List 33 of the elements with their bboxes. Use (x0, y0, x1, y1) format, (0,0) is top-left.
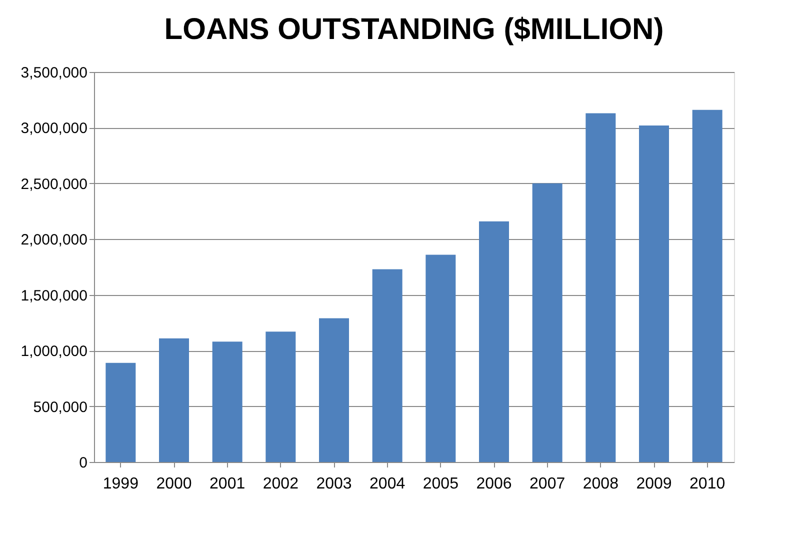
y-tick-label: 2,000,000 (20, 232, 88, 249)
bar (106, 362, 136, 462)
x-tick-label: 2006 (476, 476, 512, 492)
x-tick-label: 2010 (690, 476, 726, 492)
bar (479, 221, 509, 462)
x-tick-label: 2009 (636, 476, 672, 492)
y-tick-label: 500,000 (33, 398, 88, 416)
bar (212, 342, 242, 462)
x-tick-label: 2005 (422, 476, 459, 492)
y-tick-label: 1,000,000 (20, 343, 88, 360)
bar (586, 113, 616, 462)
bar (692, 110, 722, 462)
bar (372, 269, 402, 462)
bar (532, 183, 562, 462)
x-tick-label: 1999 (102, 476, 139, 492)
bar (426, 254, 456, 462)
y-tick-label: 2,500,000 (20, 176, 88, 193)
y-tick-label: 3,500,000 (20, 64, 88, 82)
x-tick-label: 2002 (262, 476, 299, 492)
y-tick-label: 1,500,000 (20, 287, 88, 304)
y-tick-label: 3,000,000 (20, 120, 88, 138)
x-tick-label: 2001 (210, 476, 246, 492)
x-tick-label: 2003 (316, 476, 352, 492)
x-tick-label: 2008 (582, 476, 619, 492)
bar (159, 338, 189, 462)
x-tick-label: 2000 (156, 476, 192, 492)
y-tick-label: 0 (79, 454, 88, 472)
bar (266, 332, 296, 462)
bar (639, 125, 669, 462)
bar (319, 318, 349, 462)
chart-title: LOANS OUTSTANDING ($MILLION) (164, 13, 664, 46)
x-tick-label: 2007 (530, 476, 566, 492)
x-tick-label: 2004 (370, 476, 406, 492)
